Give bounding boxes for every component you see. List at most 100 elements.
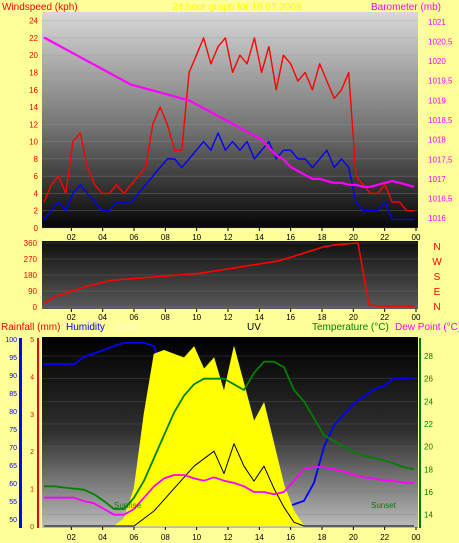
wind-y-tick: 12 [29,120,38,129]
x-tick-label: 20 [349,233,358,242]
x-tick-label: 08 [161,233,170,242]
x-tick-label: 08 [161,313,170,322]
x-tick-label: 02 [67,313,76,322]
baro-y-tick: 1016,5 [428,195,453,204]
wind-y-tick: 24 [29,17,38,26]
baro-y-tick: 1021 [428,18,446,27]
temperature-legend: Temperature (°C) [312,322,389,333]
x-tick-label: 04 [98,313,107,322]
dewpoint-legend: Dew Point (°C) [395,322,459,333]
compass-label: S [434,272,441,283]
x-tick-label: 14 [255,233,264,242]
humidity-y-tick: 90 [9,373,17,380]
humidity-y-tick: 100 [5,337,17,344]
rain-y-tick: 5 [30,337,34,344]
dir-y-tick: 0 [33,303,38,312]
rain-y-tick: 2 [30,449,34,456]
compass-label: N [433,302,440,313]
dir-y-tick: 360 [24,239,38,248]
compass-label: E [434,287,441,298]
series-gust [43,37,414,212]
x-tick-label: 12 [224,233,233,242]
rain-y-tick: 4 [30,374,34,381]
rainfall-legend: Rainfall (mm) [1,322,60,333]
x-tick-label: 12 [224,533,233,542]
rain-y-tick: 1 [30,487,34,494]
direction-series [43,242,414,307]
wind-y-tick: 16 [29,86,38,95]
direction-ticks: 0 90 180 270 360 02 04 06 08 10 12 14 16 18 20 22 00 [24,239,421,322]
windspeed-axis-label: Windspeed (kph) [2,2,78,13]
baro-y-tick: 1019,5 [428,77,453,86]
x-tick-label: 12 [224,313,233,322]
x-tick-label: 14 [255,533,264,542]
series-uv [44,443,414,527]
temp-y-tick: 28 [424,352,433,361]
temp-y-tick: 18 [424,465,433,474]
x-tick-label: 00 [412,313,421,322]
wind-y-tick: 10 [29,138,38,147]
solar-legend: Solar [117,322,141,333]
wind-series [43,36,415,221]
sunrise-label: Sunrise [114,501,142,510]
wind-y-tick: 8 [34,155,39,164]
humidity-y-tick: 50 [9,517,17,524]
x-tick-label: 22 [380,533,389,542]
x-tick-label: 04 [98,233,107,242]
wind-y-tick: 2 [34,207,39,216]
dir-y-tick: 270 [24,255,38,264]
baro-y-tick: 1017,5 [428,155,453,164]
series-dew-point-c- [44,466,414,516]
baro-y-tick: 1017 [428,175,446,184]
x-tick-label: 06 [130,233,139,242]
sunset-label: Sunset [371,501,397,510]
humidity-axis-bar [19,338,22,528]
x-tick-label: 02 [67,533,76,542]
rain-y-tick: 3 [30,412,34,419]
x-tick-label: 20 [349,313,358,322]
x-tick-label: 18 [318,533,327,542]
rain-axis-bar [37,338,39,528]
rain-y-tick: 0 [30,524,34,531]
x-tick-label: 22 [380,313,389,322]
wind-y-tick: 18 [29,68,38,77]
wind-y-tick: 0 [34,224,39,233]
wind-y-tick: 14 [29,103,38,112]
humidity-y-tick: 95 [9,355,17,362]
baro-y-tick: 1018,5 [428,116,453,125]
humidity-y-tick: 70 [9,445,17,452]
x-tick-label: 08 [161,533,170,542]
temp-y-tick: 24 [424,397,433,406]
series-barometer [43,36,415,188]
x-tick-label: 16 [286,533,295,542]
temp-axis-bar [419,338,421,528]
temp-y-tick: 14 [424,511,433,520]
wind-y-tick: 22 [29,34,38,43]
baro-y-tick: 1019 [428,96,446,105]
wind-y-tick: 4 [34,189,39,198]
x-tick-label: 14 [255,313,264,322]
temp-y-tick: 26 [424,375,433,384]
x-tick-label: 10 [192,313,201,322]
x-tick-label: 18 [318,233,327,242]
x-tick-label: 16 [286,313,295,322]
baro-y-tick: 1020,5 [428,37,453,46]
humidity-y-tick: 60 [9,481,17,488]
compass-label: N [433,242,440,253]
compass-label: W [432,257,442,268]
x-tick-label: 22 [380,233,389,242]
x-tick-label: 00 [412,233,421,242]
humidity-y-tick: 80 [9,409,17,416]
baro-y-tick: 1016 [428,214,446,223]
x-tick-label: 16 [286,233,295,242]
baro-y-tick: 1018 [428,136,446,145]
uv-legend: UV [247,322,261,333]
chart-title: 24 hour graph for 18.07.2009 [172,2,302,13]
x-tick-label: 02 [67,233,76,242]
x-tick-label: 10 [192,233,201,242]
rain-ticks: 5055606570758085909510001234514161820222… [5,337,433,542]
humidity-legend: Humidity [66,322,105,333]
wind-y-tick: 6 [34,172,39,181]
